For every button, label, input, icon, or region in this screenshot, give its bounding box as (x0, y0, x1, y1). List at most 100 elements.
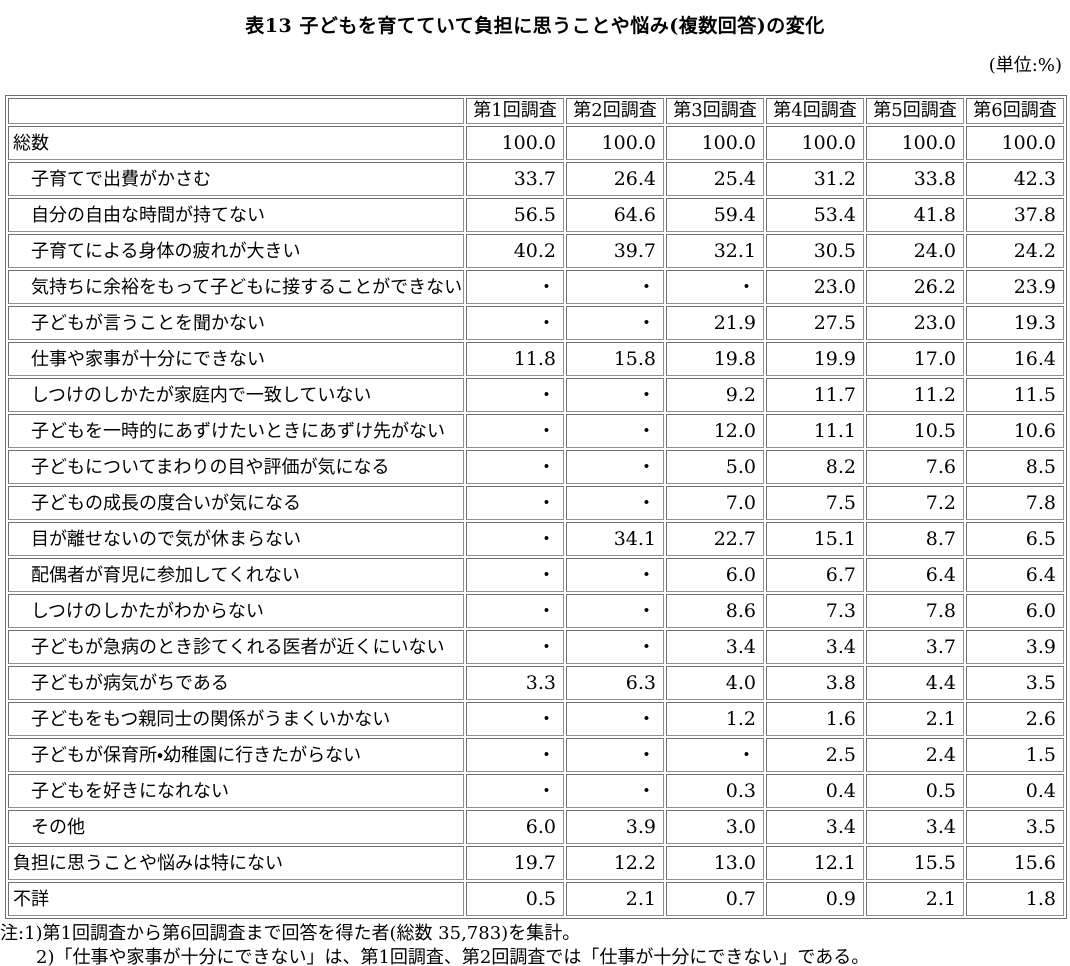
table-row: 子どもをもつ親同士の関係がうまくいかない・・ 1.2 1.6 2.1 2.6 (8, 702, 1064, 736)
table-row: 子どもが保育所・幼稚園に行きたがらない・・・ 2.5 2.4 1.5 (8, 738, 1064, 772)
data-cell-empty: ・ (466, 270, 564, 304)
data-cell: 8.5 (966, 450, 1064, 484)
data-cell: 6.4 (866, 558, 964, 592)
row-label: しつけのしかたが家庭内で一致していない (8, 378, 464, 412)
data-cell: 7.0 (666, 486, 764, 520)
data-cell: 23.0 (766, 270, 864, 304)
data-cell-empty: ・ (466, 414, 564, 448)
data-cell: 100.0 (666, 126, 764, 160)
data-cell: 26.2 (866, 270, 964, 304)
unit-label: (単位:%) (988, 55, 1062, 76)
row-label: 子育てで出費がかさむ (8, 162, 464, 196)
data-cell: 53.4 (766, 198, 864, 232)
data-cell: 26.4 (566, 162, 664, 196)
data-cell-empty: ・ (566, 486, 664, 520)
data-cell: 6.3 (566, 666, 664, 700)
data-cell-empty: ・ (566, 738, 664, 772)
data-cell: 1.2 (666, 702, 764, 736)
data-cell: 19.7 (466, 846, 564, 880)
data-cell: 3.8 (766, 666, 864, 700)
data-cell-empty: ・ (566, 414, 664, 448)
data-cell: 40.2 (466, 234, 564, 268)
table-row: 子育てによる身体の疲れが大きい 40.2 39.7 32.1 30.5 24.0 24.2 (8, 234, 1064, 268)
data-cell-empty: ・ (566, 450, 664, 484)
data-cell: 13.0 (666, 846, 764, 880)
table-row: 子どもが急病のとき診てくれる医者が近くにいない・・ 3.4 3.4 3.7 3.9 (8, 630, 1064, 664)
data-cell: 7.5 (766, 486, 864, 520)
row-label: 子どもをもつ親同士の関係がうまくいかない (8, 702, 464, 736)
row-label: 仕事や家事が十分にできない (8, 342, 464, 376)
data-cell-empty: ・ (466, 702, 564, 736)
data-cell-empty: ・ (566, 702, 664, 736)
data-cell: 23.0 (866, 306, 964, 340)
data-cell: 8.6 (666, 594, 764, 628)
table-body: 総数 100.0 100.0 100.0 100.0 100.0 100.0 子育てで出費がか… (8, 126, 1064, 916)
data-cell: 56.5 (466, 198, 564, 232)
data-cell: 3.7 (866, 630, 964, 664)
data-cell: 100.0 (866, 126, 964, 160)
table-row: 子どもを一時的にあずけたいときにあずけ先がない・・ 12.0 11.1 10.5 10.… (8, 414, 1064, 448)
data-cell: 59.4 (666, 198, 764, 232)
table-row: 子育てで出費がかさむ 33.7 26.4 25.4 31.2 33.8 42.3 (8, 162, 1064, 196)
table-row: 子どもの成長の度合いが気になる・・ 7.0 7.5 7.2 7.8 (8, 486, 1064, 520)
data-cell: 34.1 (566, 522, 664, 556)
data-cell: 15.5 (866, 846, 964, 880)
column-header-survey-6: 第6回調査 (966, 98, 1064, 124)
data-cell: 5.0 (666, 450, 764, 484)
data-cell: 15.1 (766, 522, 864, 556)
data-cell-empty: ・ (466, 630, 564, 664)
row-label: 総数 (8, 126, 464, 160)
data-cell-empty: ・ (466, 378, 564, 412)
column-header-survey-1: 第1回調査 (466, 98, 564, 124)
table-row: 気持ちに余裕をもって子どもに接することができない・・・ 23.0 26.2 23.9 (8, 270, 1064, 304)
data-cell-empty: ・ (466, 306, 564, 340)
data-cell: 22.7 (666, 522, 764, 556)
table-row: 子どもが言うことを聞かない・・ 21.9 27.5 23.0 19.3 (8, 306, 1064, 340)
data-cell: 1.5 (966, 738, 1064, 772)
column-header-survey-4: 第4回調査 (766, 98, 864, 124)
data-cell-empty: ・ (566, 378, 664, 412)
data-cell: 6.5 (966, 522, 1064, 556)
data-cell-empty: ・ (466, 594, 564, 628)
data-cell: 2.1 (866, 882, 964, 916)
data-cell: 42.3 (966, 162, 1064, 196)
data-cell-empty: ・ (666, 270, 764, 304)
row-label: 目が離せないので気が休まらない (8, 522, 464, 556)
table-title: 表13 子どもを育てていて負担に思うことや悩み(複数回答)の変化 (245, 15, 825, 37)
table-row: 目が離せないので気が休まらない・ 34.1 22.7 15.1 8.7 6.5 (8, 522, 1064, 556)
data-cell: 0.4 (766, 774, 864, 808)
data-cell: 6.0 (466, 810, 564, 844)
data-cell: 7.2 (866, 486, 964, 520)
data-cell: 8.2 (766, 450, 864, 484)
data-cell-empty: ・ (566, 270, 664, 304)
row-label: 子どもが病気がちである (8, 666, 464, 700)
data-cell: 24.0 (866, 234, 964, 268)
data-cell-empty: ・ (566, 630, 664, 664)
data-cell: 24.2 (966, 234, 1064, 268)
data-cell: 64.6 (566, 198, 664, 232)
data-cell: 33.8 (866, 162, 964, 196)
data-cell: 0.9 (766, 882, 864, 916)
data-cell: 31.2 (766, 162, 864, 196)
row-label: 子どもが言うことを聞かない (8, 306, 464, 340)
data-cell: 12.0 (666, 414, 764, 448)
data-cell: 41.8 (866, 198, 964, 232)
data-cell: 15.8 (566, 342, 664, 376)
row-label: 子育てによる身体の疲れが大きい (8, 234, 464, 268)
data-cell: 37.8 (966, 198, 1064, 232)
data-cell: 0.4 (966, 774, 1064, 808)
row-label: 不詳 (8, 882, 464, 916)
data-cell-empty: ・ (666, 738, 764, 772)
row-label: 自分の自由な時間が持てない (8, 198, 464, 232)
table-row: 仕事や家事が十分にできない 11.8 15.8 19.8 19.9 17.0 16.4 (8, 342, 1064, 376)
data-cell: 0.3 (666, 774, 764, 808)
burden-worry-table: 第1回調査 第2回調査 第3回調査 第4回調査 第5回調査 第6回調査 総数 100.0 10… (5, 95, 1067, 919)
data-cell: 7.3 (766, 594, 864, 628)
data-cell: 15.6 (966, 846, 1064, 880)
data-cell-empty: ・ (466, 738, 564, 772)
corner-cell (8, 98, 464, 124)
data-cell: 16.4 (966, 342, 1064, 376)
data-cell: 3.4 (766, 630, 864, 664)
data-cell: 6.0 (966, 594, 1064, 628)
data-cell: 3.4 (766, 810, 864, 844)
